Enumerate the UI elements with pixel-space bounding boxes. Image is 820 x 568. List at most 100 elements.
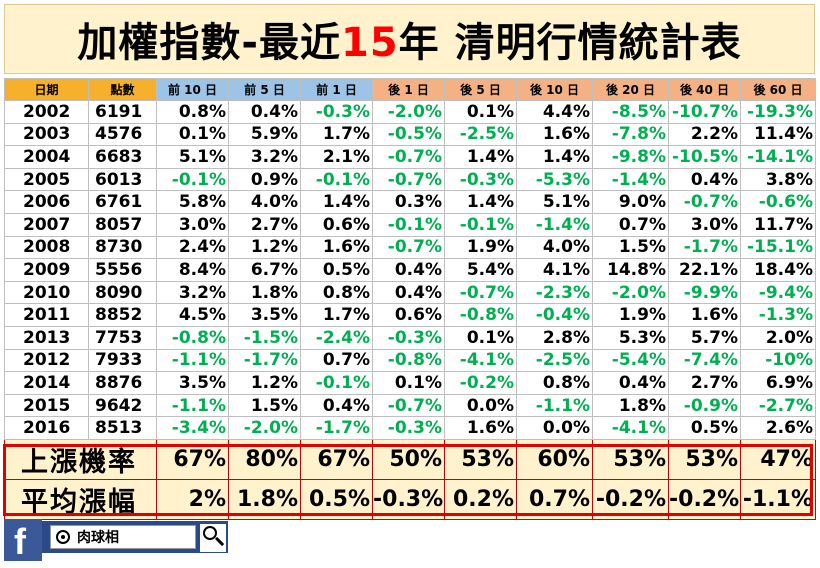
header-cell: 後 5 日 — [444, 78, 517, 101]
table-row: 2002 6191 0.8% 0.4% -0.3% -2.0% 0.1% 4.4% -8.5% -… — [4, 100, 816, 124]
points-cell: 8513 — [88, 416, 157, 440]
change-cell: 1.5% — [592, 235, 669, 260]
change-cell: -8.5% — [592, 100, 669, 124]
summary-value: 47% — [740, 438, 816, 480]
change-cell: 4.4% — [516, 100, 593, 124]
change-cell: 0.5% — [300, 258, 373, 282]
change-cell: -4.1% — [444, 348, 517, 373]
change-cell: 8.4% — [156, 258, 229, 282]
change-cell: 5.1% — [156, 145, 229, 169]
points-cell: 7753 — [88, 325, 157, 350]
summary-label: 平均漲幅 — [4, 478, 157, 520]
change-cell: 1.7% — [300, 122, 373, 147]
points-cell: 5556 — [88, 258, 157, 282]
summary-value: 60% — [516, 438, 593, 480]
change-cell: -9.8% — [592, 145, 669, 169]
change-cell: 3.5% — [156, 371, 229, 395]
year-cell: 2014 — [4, 371, 89, 395]
summary-value: 1.8% — [228, 478, 301, 520]
change-cell: -3.4% — [156, 416, 229, 440]
change-cell: 2.1% — [300, 145, 373, 169]
year-cell: 2016 — [4, 416, 89, 440]
change-cell: 0.6% — [372, 303, 445, 327]
change-cell: -2.0% — [592, 280, 669, 305]
change-cell: -2.5% — [516, 348, 593, 373]
change-cell: -0.7% — [372, 167, 445, 192]
table-row: 2016 8513 -3.4% -2.0% -1.7% -0.3% 1.6% 0.0% -4.1… — [4, 416, 816, 440]
change-cell: -5.4% — [592, 348, 669, 373]
table-row: 2015 9642 -1.1% 1.5% 0.4% -0.7% 0.0% -1.1% 1.8% -… — [4, 393, 816, 418]
change-cell: 4.0% — [228, 190, 301, 214]
change-cell: 0.4% — [668, 167, 741, 192]
facebook-icon[interactable]: f — [4, 519, 42, 562]
change-cell: -1.1% — [156, 393, 229, 418]
change-cell: -0.8% — [444, 303, 517, 327]
table-row: 2010 8090 3.2% 1.8% 0.8% 0.4% -0.7% -2.3% -2.0% -… — [4, 280, 816, 305]
change-cell: 0.4% — [372, 258, 445, 282]
change-cell: -0.1% — [156, 167, 229, 192]
change-cell: 3.0% — [668, 212, 741, 237]
change-cell: -1.3% — [740, 303, 816, 327]
change-cell: 0.1% — [156, 122, 229, 147]
change-cell: -2.7% — [740, 393, 816, 418]
change-cell: -7.4% — [668, 348, 741, 373]
search-icon[interactable] — [200, 524, 226, 552]
change-cell: 1.6% — [444, 416, 517, 440]
summary-value: -0.3% — [372, 478, 445, 520]
change-cell: 1.4% — [444, 145, 517, 169]
change-cell: 0.4% — [300, 393, 373, 418]
change-cell: 0.3% — [372, 190, 445, 214]
change-cell: 3.0% — [156, 212, 229, 237]
change-cell: 0.8% — [300, 280, 373, 305]
change-cell: 1.6% — [668, 303, 741, 327]
summary-value: 2% — [156, 478, 229, 520]
change-cell: -14.1% — [740, 145, 816, 169]
table-row: 2014 8876 3.5% 1.2% -0.1% 0.1% -0.2% 0.8% 0.4% 2.… — [4, 371, 816, 395]
summary-value: 53% — [444, 438, 517, 480]
header-cell: 後 60 日 — [740, 78, 816, 101]
change-cell: -0.1% — [300, 167, 373, 192]
stats-table: 日期 點數 前 10 日 前 5 日 前 1 日 後 1 日 後 5 日 後 1… — [4, 78, 816, 520]
change-cell: -2.0% — [372, 100, 445, 124]
change-cell: 5.4% — [444, 258, 517, 282]
change-cell: -0.4% — [516, 303, 593, 327]
change-cell: 0.7% — [592, 212, 669, 237]
year-cell: 2012 — [4, 348, 89, 373]
change-cell: -9.4% — [740, 280, 816, 305]
change-cell: 0.6% — [300, 212, 373, 237]
change-cell: -7.8% — [592, 122, 669, 147]
change-cell: 11.4% — [740, 122, 816, 147]
table-row: 2003 4576 0.1% 5.9% 1.7% -0.5% -2.5% 1.6% -7.8% 2… — [4, 122, 816, 147]
change-cell: 1.4% — [444, 190, 517, 214]
points-cell: 6683 — [88, 145, 157, 169]
change-cell: -1.1% — [516, 393, 593, 418]
change-cell: -10.5% — [668, 145, 741, 169]
header-cell: 後 20 日 — [592, 78, 669, 101]
change-cell: -0.7% — [372, 393, 445, 418]
change-cell: 14.8% — [592, 258, 669, 282]
change-cell: -0.1% — [444, 212, 517, 237]
facebook-letter: f — [14, 521, 26, 562]
change-cell: -0.8% — [156, 325, 229, 350]
change-cell: -5.3% — [516, 167, 593, 192]
points-cell: 8876 — [88, 371, 157, 395]
points-cell: 6013 — [88, 167, 157, 192]
search-box[interactable]: 肉球相 — [50, 525, 196, 549]
summary-value: 53% — [592, 438, 669, 480]
change-cell: -0.3% — [444, 167, 517, 192]
change-cell: -0.9% — [668, 393, 741, 418]
change-cell: -9.9% — [668, 280, 741, 305]
change-cell: 5.7% — [668, 325, 741, 350]
change-cell: 1.4% — [300, 190, 373, 214]
year-cell: 2010 — [4, 280, 89, 305]
change-cell: -10.7% — [668, 100, 741, 124]
change-cell: 0.1% — [444, 100, 517, 124]
change-cell: 0.4% — [592, 371, 669, 395]
change-cell: -1.1% — [156, 348, 229, 373]
change-cell: 1.6% — [516, 122, 593, 147]
change-cell: 6.7% — [228, 258, 301, 282]
table-body: 2002 6191 0.8% 0.4% -0.3% -2.0% 0.1% 4.4% -8.5% -… — [4, 100, 816, 440]
change-cell: 1.9% — [592, 303, 669, 327]
change-cell: -1.5% — [228, 325, 301, 350]
change-cell: 1.8% — [592, 393, 669, 418]
